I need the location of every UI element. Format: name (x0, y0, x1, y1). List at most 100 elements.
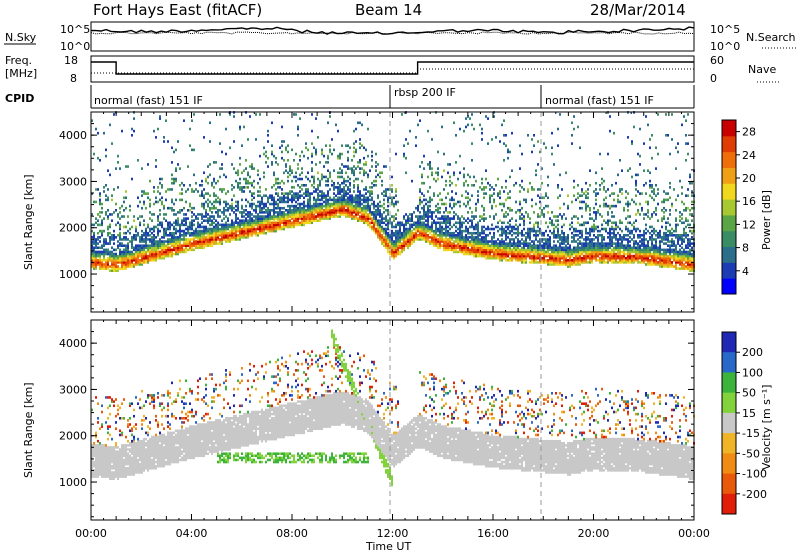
power-cell (249, 219, 251, 222)
power-cell (293, 221, 295, 225)
power-cell (595, 250, 597, 254)
power-cell (249, 217, 251, 220)
power-cell (605, 250, 607, 254)
power-cell (565, 256, 567, 260)
power-cell (425, 236, 427, 239)
power-cell (171, 231, 173, 235)
power-cell (287, 192, 289, 195)
power-cell (561, 250, 563, 254)
power-cell (475, 244, 477, 247)
power-cell (323, 204, 325, 208)
power-cell (585, 190, 587, 193)
power-cell (603, 250, 605, 254)
power-cell (419, 211, 421, 214)
power-cell (617, 242, 619, 245)
power-cell (149, 229, 151, 233)
power-cell (255, 138, 257, 141)
power-cell (337, 154, 339, 158)
power-cell (411, 231, 413, 235)
power-cell (379, 219, 381, 222)
power-cell (305, 190, 307, 193)
power-cell (391, 196, 393, 200)
power-cell (447, 211, 449, 214)
power-cell (391, 254, 393, 258)
power-cell (417, 206, 419, 210)
power-cell (429, 225, 431, 229)
power-cell (209, 163, 211, 166)
power-cell (239, 125, 241, 129)
power-cell (231, 229, 233, 233)
power-cell (391, 242, 393, 245)
power-cell (633, 200, 635, 204)
power-cell (553, 231, 555, 235)
power-cell (415, 136, 417, 139)
power-cell (579, 258, 581, 262)
power-cell (239, 219, 241, 222)
power-cell (449, 248, 451, 252)
power-cell (483, 231, 485, 235)
power-cell (281, 221, 283, 225)
power-cell (507, 225, 509, 229)
power-cell (197, 240, 199, 243)
power-cell (557, 183, 559, 187)
power-cell (541, 196, 543, 200)
power-cell (427, 163, 429, 166)
power-cell (533, 229, 535, 233)
power-cell (493, 242, 495, 245)
power-cell (581, 194, 583, 197)
power-cell (387, 233, 389, 237)
power-cell (571, 133, 573, 137)
power-cell (541, 256, 543, 260)
power-cell (603, 188, 605, 191)
power-cell (605, 190, 607, 193)
power-cell (613, 227, 615, 231)
power-cell (363, 213, 365, 216)
power-cell (565, 246, 567, 250)
power-cell (139, 252, 141, 256)
power-cell (289, 213, 291, 216)
power-cell (275, 192, 277, 195)
power-cell (175, 179, 177, 183)
power-cell (99, 158, 101, 162)
power-cell (589, 258, 591, 262)
power-cell (195, 227, 197, 231)
power-cell (403, 154, 405, 158)
power-cell (499, 248, 501, 252)
power-cell (631, 223, 633, 227)
power-cell (143, 202, 145, 206)
power-cell (479, 250, 481, 254)
power-cell (257, 213, 259, 216)
power-cell (287, 215, 289, 218)
power-cell (147, 233, 149, 237)
power-cell (91, 244, 93, 247)
power-cell (431, 225, 433, 229)
power-cell (623, 206, 625, 210)
power-cell (375, 169, 377, 172)
power-cell (629, 250, 631, 254)
power-cell (287, 223, 289, 227)
power-cell (511, 229, 513, 233)
power-cell (175, 227, 177, 231)
power-cell (429, 227, 431, 231)
power-cell (415, 144, 417, 147)
power-cell (109, 225, 111, 229)
power-cell (503, 202, 505, 206)
power-cell (271, 208, 273, 212)
power-cell (225, 200, 227, 204)
power-cell (111, 213, 113, 216)
power-cell (487, 181, 489, 185)
power-cell (375, 165, 377, 168)
power-cell (309, 206, 311, 210)
nave-trace (91, 68, 694, 74)
power-cell (203, 231, 205, 235)
power-cell (507, 231, 509, 235)
power-cell (269, 219, 271, 222)
power-cell (99, 194, 101, 197)
power-cell (521, 246, 523, 250)
power-cell (97, 252, 99, 256)
power-cell (507, 213, 509, 216)
power-cell (183, 183, 185, 187)
power-cell (93, 248, 95, 252)
power-cell (381, 229, 383, 233)
power-cell (329, 208, 331, 212)
